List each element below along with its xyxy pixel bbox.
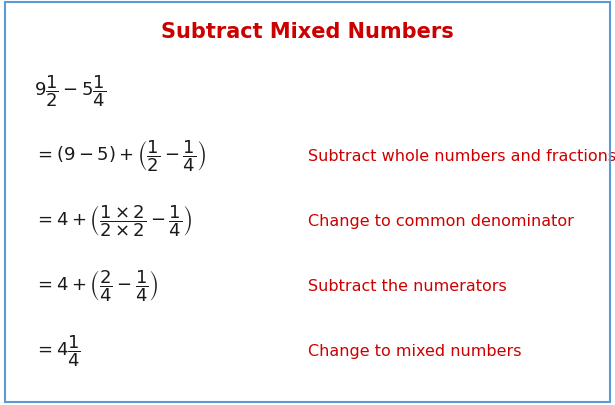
Text: $= 4+\left(\dfrac{2}{4}-\dfrac{1}{4}\right)$: $= 4+\left(\dfrac{2}{4}-\dfrac{1}{4}\rig… — [34, 268, 159, 303]
Text: $9\dfrac{1}{2} - 5\dfrac{1}{4}$: $9\dfrac{1}{2} - 5\dfrac{1}{4}$ — [34, 73, 106, 109]
Text: Change to common denominator: Change to common denominator — [308, 213, 573, 228]
Text: Subtract whole numbers and fractions separately: Subtract whole numbers and fractions sep… — [308, 149, 615, 163]
Text: $= 4+\left(\dfrac{1\times2}{2\times2}-\dfrac{1}{4}\right)$: $= 4+\left(\dfrac{1\times2}{2\times2}-\d… — [34, 203, 192, 239]
Text: Change to mixed numbers: Change to mixed numbers — [308, 343, 521, 358]
Text: $= 4\dfrac{1}{4}$: $= 4\dfrac{1}{4}$ — [34, 333, 81, 368]
Text: Subtract Mixed Numbers: Subtract Mixed Numbers — [161, 22, 454, 42]
Text: $= (9-5)+\left(\dfrac{1}{2}-\dfrac{1}{4}\right)$: $= (9-5)+\left(\dfrac{1}{2}-\dfrac{1}{4}… — [34, 138, 206, 174]
Text: Subtract the numerators: Subtract the numerators — [308, 278, 506, 293]
